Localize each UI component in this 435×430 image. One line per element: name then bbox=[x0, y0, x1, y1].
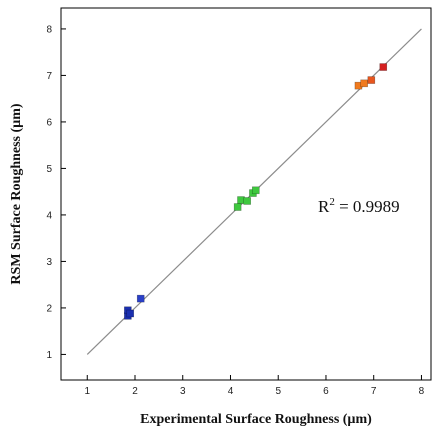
x-tick-label: 4 bbox=[228, 386, 234, 397]
annotation-base: R bbox=[318, 197, 330, 216]
data-point bbox=[379, 63, 388, 71]
y-tick-label: 3 bbox=[46, 257, 52, 268]
x-tick-label: 3 bbox=[180, 386, 186, 397]
data-point bbox=[243, 197, 251, 205]
x-tick-label: 1 bbox=[84, 386, 90, 397]
r-squared-annotation: R2 = 0.9989 bbox=[318, 196, 400, 216]
y-tick-label: 8 bbox=[46, 24, 52, 35]
y-tick-label: 4 bbox=[46, 210, 52, 221]
data-point bbox=[360, 79, 368, 88]
x-tick-label: 5 bbox=[275, 386, 281, 397]
y-axis-label: RSM Surface Roughness (µm) bbox=[9, 103, 24, 284]
y-tick-label: 1 bbox=[46, 350, 52, 361]
y-tick-label: 7 bbox=[46, 71, 52, 82]
x-tick-label: 8 bbox=[419, 386, 425, 397]
data-point bbox=[126, 309, 135, 318]
data-point bbox=[233, 203, 242, 211]
y-tick-label: 2 bbox=[46, 303, 52, 314]
annotation-sup: 2 bbox=[329, 196, 335, 208]
x-tick-label: 7 bbox=[371, 386, 377, 397]
y-tick-label: 5 bbox=[46, 164, 52, 175]
data-point bbox=[136, 294, 145, 303]
x-axis-label: Experimental Surface Roughness (µm) bbox=[140, 412, 372, 427]
x-axis-ticks: 1 2 3 4 5 6 7 8 bbox=[84, 375, 425, 397]
data-point bbox=[251, 186, 260, 195]
x-tick-label: 6 bbox=[323, 386, 329, 397]
x-tick-label: 2 bbox=[132, 386, 138, 397]
y-tick-label: 6 bbox=[46, 117, 52, 128]
data-point bbox=[367, 76, 376, 84]
annotation-value: = 0.9989 bbox=[335, 197, 400, 216]
data-points bbox=[124, 63, 388, 320]
y-axis-ticks: 1 2 3 4 5 6 7 8 bbox=[46, 24, 66, 361]
plot-frame bbox=[60, 7, 432, 381]
